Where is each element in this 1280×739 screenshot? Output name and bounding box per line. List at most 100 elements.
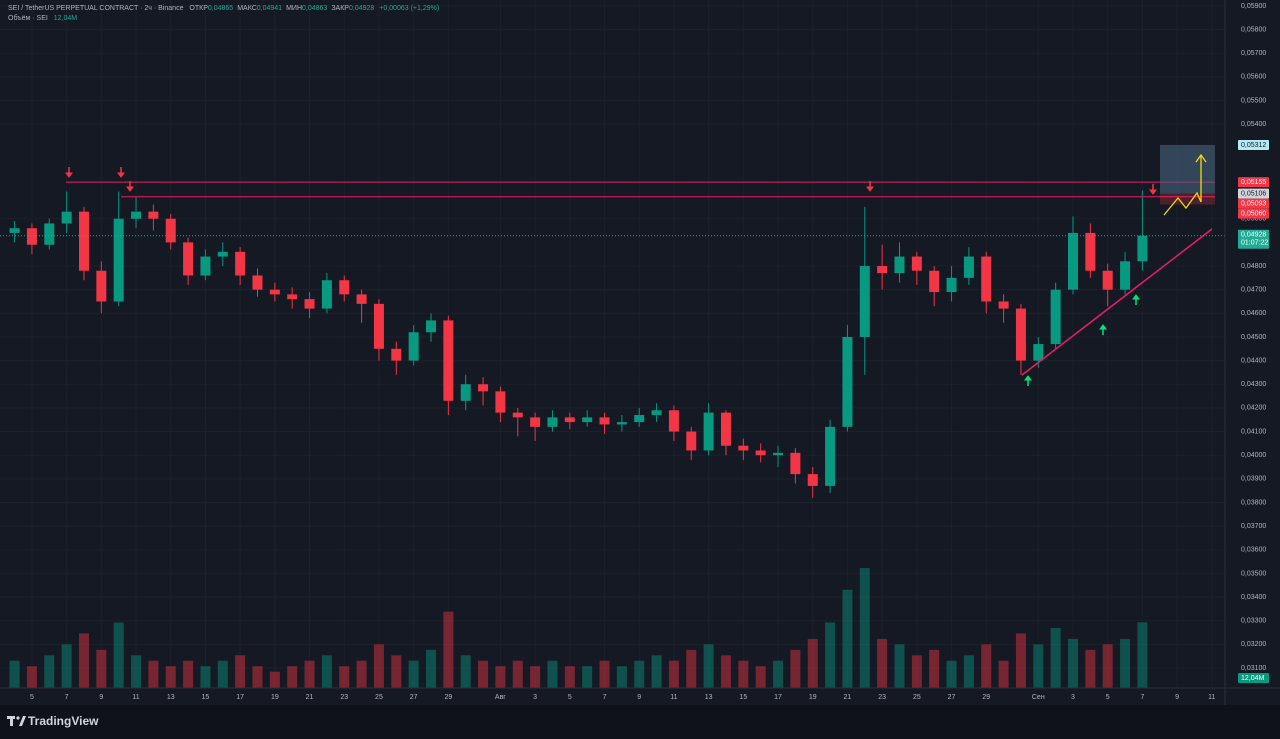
x-tick-label: 29 <box>444 694 452 701</box>
candle-body <box>443 320 454 401</box>
x-tick-label: 3 <box>1071 694 1075 701</box>
candle-body <box>339 280 350 295</box>
candle-body <box>495 391 506 413</box>
x-tick-label: 13 <box>167 694 175 701</box>
volume-bar <box>530 666 541 688</box>
x-tick-label: 17 <box>236 694 244 701</box>
volume-bar <box>183 660 194 688</box>
volume-bar <box>495 666 506 688</box>
x-tick-label: 27 <box>948 694 956 701</box>
volume-bar <box>686 649 697 688</box>
volume-bar <box>1102 644 1113 688</box>
y-tick-label: 0,04500 <box>1241 334 1266 341</box>
y-tick-label: 0,03900 <box>1241 476 1266 483</box>
volume-bars <box>9 568 1148 688</box>
volume-bar <box>963 655 974 688</box>
candle-body <box>842 336 853 427</box>
candle-body <box>373 303 384 349</box>
down-arrow <box>117 167 125 178</box>
volume-bar <box>582 666 593 688</box>
volume-bar <box>807 638 818 688</box>
price-label: 0,05093 <box>1241 201 1266 208</box>
candle-body <box>825 426 836 486</box>
ohlc-value: 0,04865 <box>208 5 233 12</box>
y-tick-label: 0,03800 <box>1241 499 1266 506</box>
y-tick-label: 0,05600 <box>1241 74 1266 81</box>
volume-bar <box>998 660 1009 688</box>
candle-body <box>460 384 471 401</box>
y-tick-label: 0,04100 <box>1241 428 1266 435</box>
price-label-box <box>1238 198 1269 209</box>
up-arrow <box>1024 375 1032 386</box>
up-arrow <box>1099 324 1107 335</box>
down-arrow <box>65 167 73 178</box>
candle-body <box>217 251 228 257</box>
volume-bar <box>408 660 419 688</box>
volume-bar <box>668 660 679 688</box>
volume-bar <box>287 666 298 688</box>
x-tick-label: 5 <box>30 694 34 701</box>
candle-body <box>252 275 263 290</box>
volume-bar <box>391 655 402 688</box>
volume-bar <box>946 660 957 688</box>
volume-bar <box>426 649 437 688</box>
price-axis: 0,03100 0,03200 0,03300 0,03400 0,03500 0,036… <box>1241 3 1266 672</box>
candle-body <box>929 270 940 293</box>
x-tick-label: 25 <box>375 694 383 701</box>
y-tick-label: 0,03400 <box>1241 594 1266 601</box>
candle-body <box>703 412 714 451</box>
volume-bar <box>512 660 523 688</box>
down-arrow <box>1149 184 1157 195</box>
volume-bar <box>443 611 454 688</box>
last-price-label: 0,04928 <box>1241 232 1266 239</box>
candle-body <box>981 256 992 302</box>
volume-name: Объём · SEI <box>8 14 48 22</box>
down-arrows <box>65 167 1157 195</box>
candle-body <box>859 266 870 337</box>
volume-bar <box>651 655 662 688</box>
target-zone <box>1160 144 1215 194</box>
volume-bar <box>1120 638 1131 688</box>
volume-bar <box>304 660 315 688</box>
candle-body <box>634 414 645 423</box>
volume-bar <box>859 568 870 688</box>
volume-bar <box>356 660 367 688</box>
volume-bar <box>790 649 801 688</box>
footer <box>0 705 1280 739</box>
brand: TradingView <box>28 714 99 728</box>
volume-label-box <box>1238 673 1269 683</box>
volume-bar <box>339 666 350 688</box>
volume-bar <box>44 655 55 688</box>
candle-body <box>599 417 610 425</box>
candle-body <box>963 256 974 278</box>
volume-bar <box>877 638 888 688</box>
price-label: 0,05106 <box>1241 191 1266 198</box>
candle-body <box>616 422 627 425</box>
candle-body <box>200 256 211 276</box>
volume-bar <box>1050 628 1061 688</box>
candle-body <box>1015 308 1026 361</box>
volume-bar <box>131 655 142 688</box>
price-label: 0,05155 <box>1241 179 1266 186</box>
candle-body <box>1137 235 1148 262</box>
candle-body <box>304 299 315 309</box>
candle-body <box>78 211 89 271</box>
volume-bar <box>773 660 784 688</box>
x-tick-label: 23 <box>878 694 886 701</box>
symbol-title: SEI / TetherUS PERPETUAL CONTRACT · 2ч ·… <box>8 5 184 12</box>
volume-bar <box>96 649 107 688</box>
candle-body <box>894 256 905 274</box>
volume-bar <box>825 622 836 688</box>
candle-body <box>1120 261 1131 290</box>
volume-bar <box>981 644 992 688</box>
x-tick-label: 9 <box>99 694 103 701</box>
volume-bar <box>148 660 159 688</box>
forecast-path <box>1163 191 1202 216</box>
price-label-box <box>1238 208 1269 219</box>
y-tick-label: 0,04600 <box>1241 310 1266 317</box>
candle-body <box>651 410 662 415</box>
candle-body <box>131 211 142 219</box>
candle-body <box>269 289 280 295</box>
candle-body <box>1050 289 1061 345</box>
